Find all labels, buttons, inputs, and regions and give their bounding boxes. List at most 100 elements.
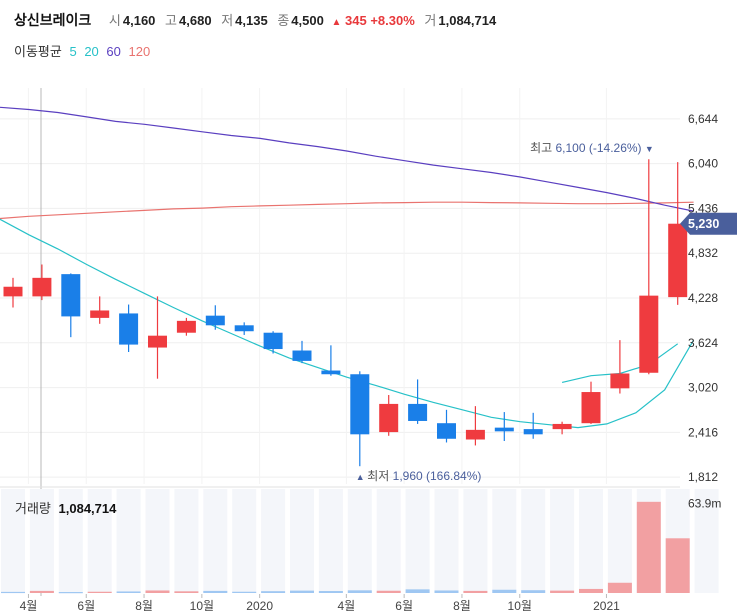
y-tick-label: 3,020 [688, 381, 718, 395]
volume-tick-label: 63.9m [688, 496, 721, 510]
ma20-line [0, 218, 695, 429]
annotations: 최고 6,100 (-14.26%) ▼ ▲ 최저 1,960 (166.84%) [356, 141, 654, 483]
volume-bar [1, 591, 25, 594]
volume-column-bg [405, 489, 430, 593]
candle-body [610, 373, 630, 389]
volume-bar [434, 590, 459, 593]
volume-column-bg [434, 489, 459, 593]
volume-column-bg [550, 489, 575, 593]
volume-column-bg [232, 489, 257, 593]
y-tick-label: 5,436 [688, 201, 718, 215]
x-tick-label: 4월 [20, 599, 38, 613]
volume-bar [261, 591, 286, 593]
change-up-icon: ▲ [331, 17, 342, 28]
high-value: 4,680 [179, 13, 212, 28]
x-tick-label: 2020 [246, 599, 273, 613]
volume-column-bg [87, 489, 112, 593]
candle-body [61, 274, 81, 317]
current-price-tag: 5,230 [680, 212, 737, 235]
volume-column-bg [174, 489, 199, 593]
quote-header: 상신브레이크 시 4,160 고 4,680 저 4,135 종 4,500 ▲ 345… [14, 10, 496, 30]
open-value: 4,160 [122, 13, 156, 28]
ma5-legend: 5 [69, 44, 77, 59]
volume-bar [145, 590, 170, 593]
moving-average-legend[interactable]: 이동평균 5 20 60 120 [14, 41, 154, 60]
volume-column-bg [579, 489, 603, 593]
y-tick-label: 2,416 [688, 425, 718, 439]
candle-body [668, 223, 688, 298]
volume-bar [174, 591, 199, 593]
candle-body [350, 374, 370, 435]
volume-columns-bg [1, 489, 719, 593]
volume-bar [550, 590, 575, 593]
volume-legend: 거래량 1,084,714 [15, 498, 116, 517]
x-tick-label: 6월 [395, 599, 413, 613]
x-tick-label: 8월 [453, 599, 471, 613]
x-tick-label: 10월 [190, 599, 214, 613]
x-tick-label: 10월 [508, 599, 532, 613]
y-tick-label: 4,228 [688, 291, 718, 305]
high-annotation: 최고 6,100 (-14.26%) ▼ [530, 141, 654, 155]
volume-bar [58, 592, 83, 594]
volume-legend-value: 1,084,714 [58, 501, 117, 516]
candle-body [494, 427, 514, 432]
candle-body [3, 286, 23, 297]
price-pane: 최고 6,100 (-14.26%) ▼ ▲ 최저 1,960 (166.84%)… [0, 88, 737, 596]
volume-bar [29, 590, 54, 593]
moving-average-lines [0, 106, 695, 429]
volume-bar [579, 588, 603, 593]
candle-body [639, 295, 659, 373]
volume-column-bg [58, 489, 83, 593]
volume-bar [232, 591, 257, 593]
volume-pane: 63.9m [1, 489, 721, 594]
ma120-legend: 120 [128, 44, 151, 59]
high-label: 고 [165, 13, 178, 28]
ma-legend-label: 이동평균 [14, 44, 62, 59]
volume-column-bg [376, 489, 401, 593]
volume-bars [1, 501, 690, 594]
volume-column-bg [347, 489, 372, 593]
volume-column-bg [290, 489, 314, 593]
candle-body [437, 423, 456, 439]
close-label: 종 [277, 13, 290, 28]
volume-bar [636, 501, 661, 593]
volume-bar [492, 589, 517, 593]
open-label: 시 [108, 13, 121, 28]
y-tick-label: 3,624 [688, 336, 718, 350]
candle-body [408, 403, 428, 421]
candle-body [523, 429, 543, 435]
volume-bar [607, 582, 632, 593]
volume-column-bg [145, 489, 170, 593]
y-tick-label: 4,832 [688, 246, 718, 260]
low-annotation: ▲ 최저 1,960 (166.84%) [356, 469, 482, 483]
volume-axis: 63.9m [688, 496, 721, 510]
candle-body [205, 315, 225, 326]
candle-body [292, 350, 312, 361]
volume-column-bg [318, 489, 343, 593]
volume-legend-label: 거래량 [15, 501, 51, 516]
volume-column-bg [492, 489, 517, 593]
candle-body [379, 403, 399, 433]
price-gridlines [0, 118, 680, 478]
x-tick-label: 6월 [77, 599, 95, 613]
x-tick-label: 2021 [593, 599, 620, 613]
current-price-bg [680, 212, 737, 235]
volume-column-bg [1, 489, 25, 593]
volume-column-bg [463, 489, 488, 593]
vertical-gridlines [27, 88, 607, 484]
change-percent: +8.30% [370, 13, 415, 28]
volume-bar [203, 590, 228, 593]
volume-column-bg [607, 489, 632, 593]
volume-bar [347, 590, 372, 593]
volume-bar [116, 591, 141, 593]
candlesticks [3, 159, 688, 467]
volume-bar [463, 590, 488, 593]
current-price-label: 5,230 [688, 217, 719, 231]
candle-body [263, 332, 283, 350]
volume-column-bg [694, 489, 719, 593]
ma60-legend: 60 [106, 44, 121, 59]
volume-bar [521, 590, 546, 593]
y-tick-label: 6,644 [688, 112, 718, 126]
volume-column-bg [203, 489, 228, 593]
